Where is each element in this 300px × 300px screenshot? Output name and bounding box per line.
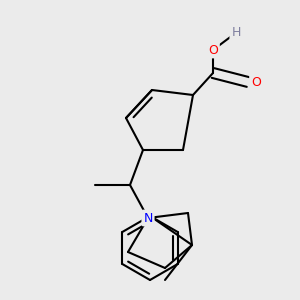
Text: H: H [231, 26, 241, 38]
Text: O: O [208, 44, 218, 56]
Text: O: O [251, 76, 261, 88]
Text: N: N [143, 212, 153, 224]
